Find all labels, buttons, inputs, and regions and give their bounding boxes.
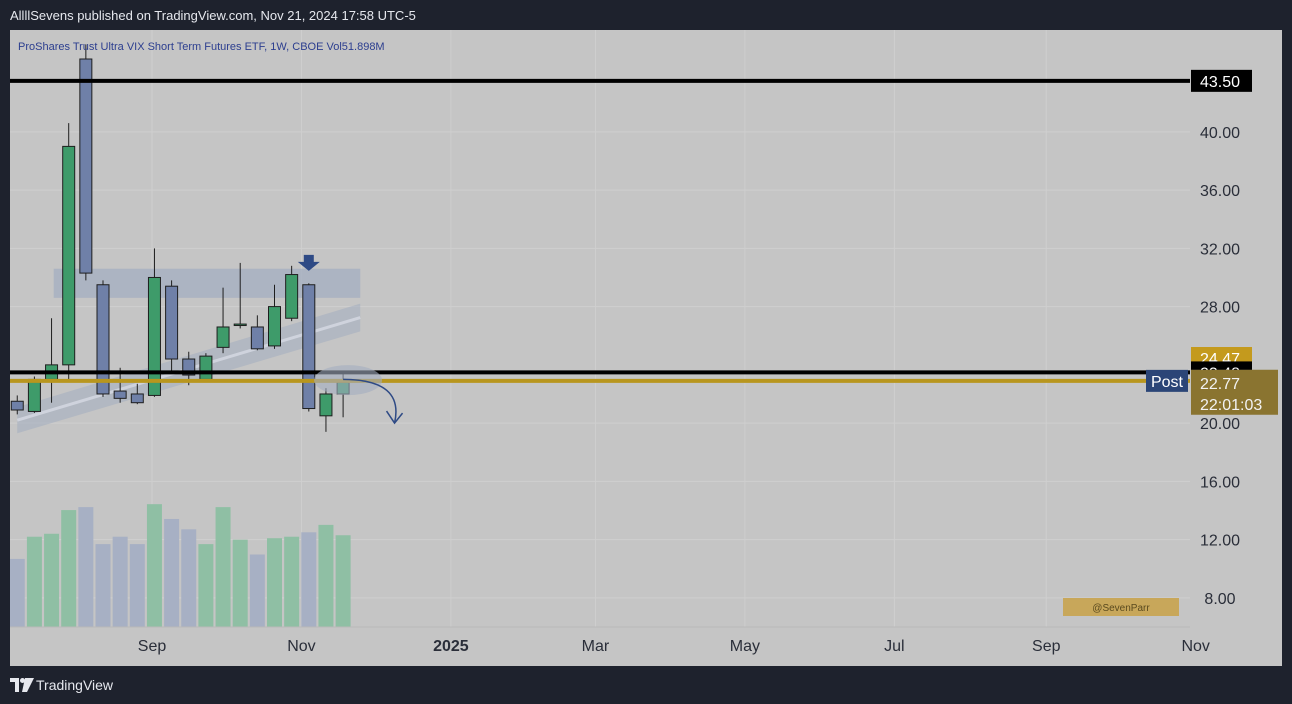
candle-down[interactable] (130, 393, 144, 404)
publish-info: AllllSevens published on TradingView.com… (10, 8, 416, 23)
volume-bar (78, 507, 94, 627)
volume-bar (232, 539, 248, 627)
y-tick-label: 36.00 (1200, 183, 1240, 200)
header-bar: AllllSevens published on TradingView.com… (0, 0, 1292, 30)
tradingview-brand[interactable]: TradingView (36, 677, 114, 693)
candle-down[interactable] (113, 390, 127, 399)
down-arrow-icon (297, 254, 320, 271)
volume-bar (301, 532, 317, 627)
volume-bar (26, 536, 42, 627)
volume-bar (61, 510, 77, 627)
volume-bar (335, 535, 351, 627)
post-tag-text: Post (1151, 374, 1184, 391)
volume-bar (318, 524, 334, 627)
x-tick-label: Sep (1032, 638, 1061, 655)
volume-bar (249, 554, 265, 627)
volume-bar (164, 518, 180, 627)
curved-arrow-icon (343, 378, 397, 424)
volume-bar (198, 544, 214, 627)
y-tick-label: 28.00 (1200, 300, 1240, 317)
price-axis-labels: 8.00 12.00 16.00 20.00 32.00 36.00 40.00 28.00 4… (1146, 69, 1278, 608)
candle-down[interactable] (165, 285, 179, 360)
candle-up[interactable] (216, 326, 230, 348)
watermark-text: @SevenParr (1092, 603, 1150, 614)
black-price-value: 43.50 (1200, 74, 1240, 91)
last-price-value: 22.77 (1200, 376, 1240, 393)
watermark: @SevenParr (1063, 598, 1179, 616)
volume-bar (10, 558, 25, 627)
candle-up[interactable] (199, 355, 213, 380)
curved-arrowhead-icon (385, 410, 404, 425)
volume-bars (10, 504, 351, 627)
horizontal-lines[interactable] (10, 78, 1190, 383)
candle-up[interactable] (62, 145, 76, 366)
candle-up[interactable] (233, 323, 247, 327)
candle-up[interactable] (285, 274, 299, 319)
x-tick-label: Nov (1181, 638, 1209, 655)
candle-down[interactable] (79, 58, 93, 274)
y-tick-label: 12.00 (1200, 533, 1240, 550)
volume-bar (129, 544, 145, 627)
candle-down[interactable] (10, 400, 24, 411)
time-axis[interactable]: Sep Nov 2025 Mar May Jul Sep Nov (10, 626, 1210, 655)
candle-up[interactable] (147, 276, 161, 396)
y-tick-label: 16.00 (1200, 474, 1240, 491)
candle-up[interactable] (27, 378, 41, 412)
x-tick-label: Jul (884, 638, 904, 655)
last-price-label[interactable] (1191, 369, 1278, 415)
x-tick-label: 2025 (433, 638, 469, 655)
price-axis[interactable] (1190, 30, 1282, 627)
volume-bar (284, 536, 300, 627)
y-tick-label: 40.00 (1200, 125, 1240, 142)
bar-countdown: 22:01:03 (1200, 397, 1262, 414)
post-tag[interactable] (1146, 369, 1188, 392)
candle-up[interactable] (319, 393, 333, 417)
black-price-label[interactable] (1191, 69, 1252, 92)
x-tick-label: May (730, 638, 760, 655)
volume-bar (44, 533, 60, 627)
price-chart[interactable]: 8.00 12.00 16.00 20.00 32.00 36.00 40.00 28.00 4… (10, 30, 1282, 666)
y-tick-label: 8.00 (1204, 591, 1235, 608)
y-tick-label: 20.00 (1200, 416, 1240, 433)
volume-bar (181, 529, 197, 627)
candle-up[interactable] (268, 306, 281, 347)
volume-bar (112, 536, 128, 627)
volume-bar (146, 504, 162, 627)
candle-down[interactable] (302, 284, 316, 410)
x-tick-label: Mar (582, 638, 610, 655)
chart-title: ProShares Trust Ultra VIX Short Term Fut… (18, 41, 385, 53)
x-tick-label: Nov (287, 638, 315, 655)
volume-bar (267, 538, 282, 627)
candles[interactable] (10, 44, 350, 432)
candle-down[interactable] (96, 284, 110, 395)
annotations-front (297, 254, 404, 425)
volume-bar (95, 544, 111, 627)
volume-bar (215, 507, 231, 627)
x-tick-label: Sep (138, 638, 167, 655)
y-tick-label: 32.00 (1200, 241, 1240, 258)
footer-bar: TradingView (0, 666, 1292, 704)
candle-down[interactable] (250, 326, 264, 350)
tradingview-logo-icon[interactable] (10, 678, 34, 692)
